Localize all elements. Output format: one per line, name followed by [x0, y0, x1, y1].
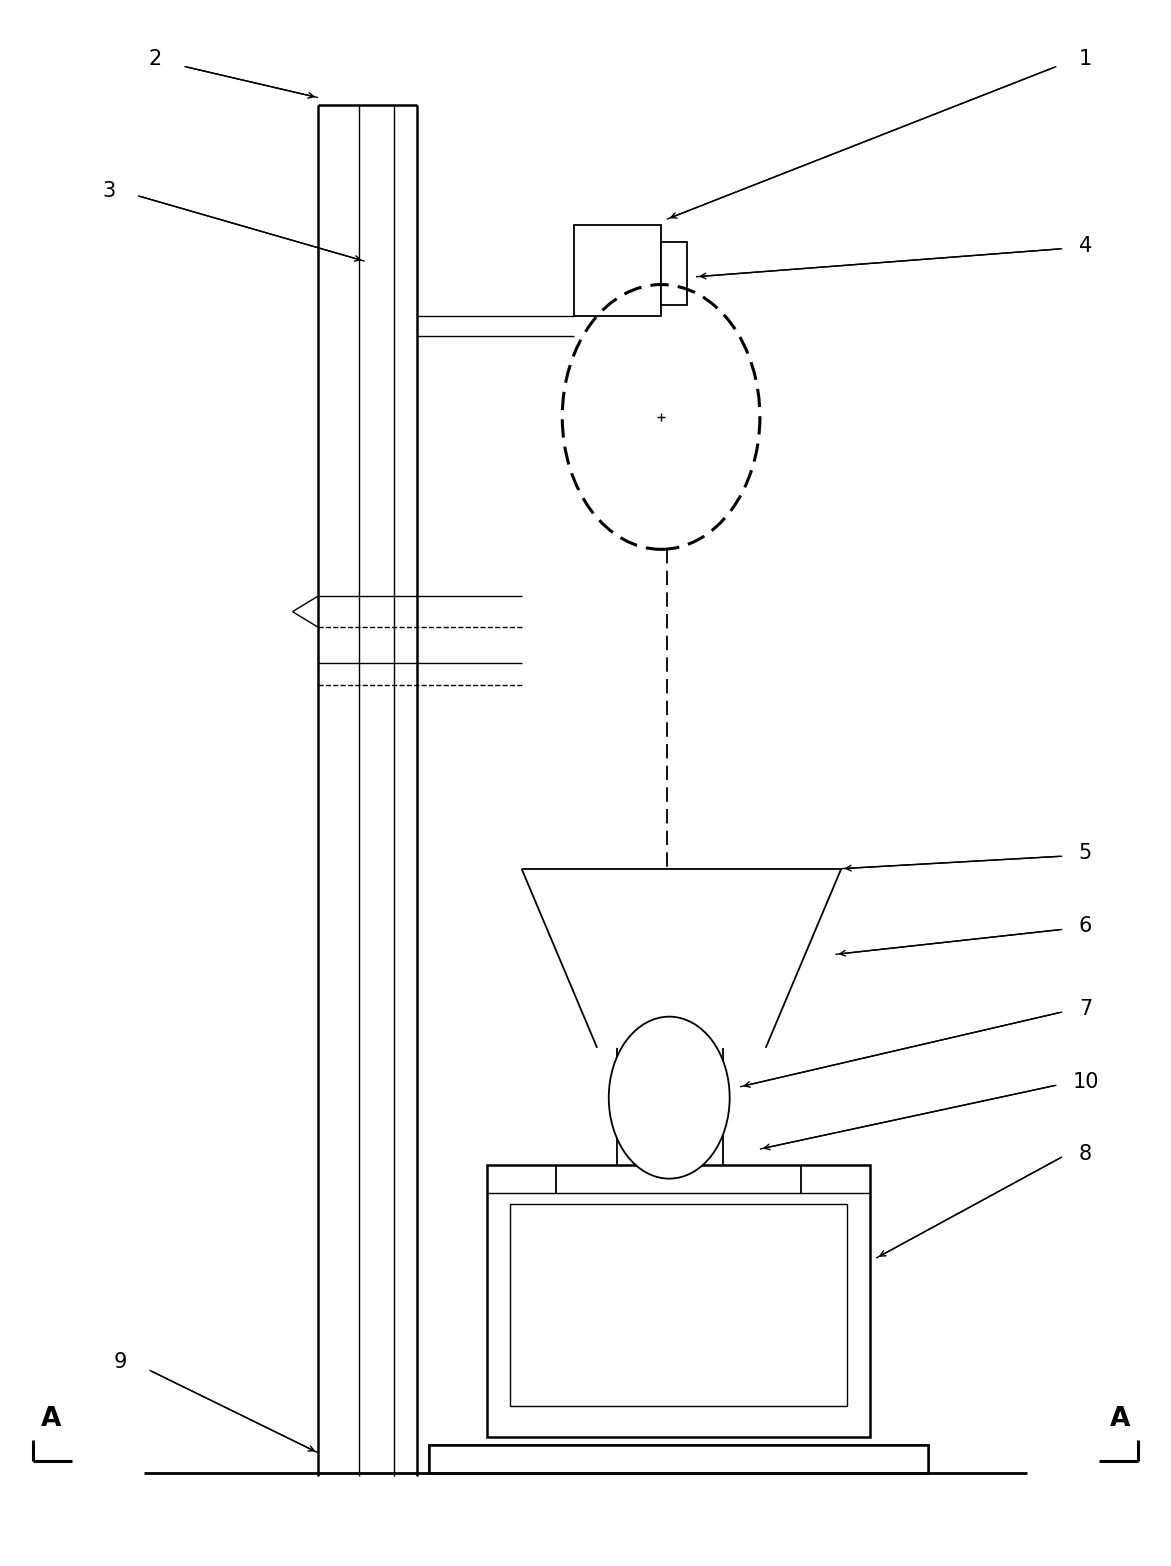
Text: 6: 6: [1078, 916, 1093, 936]
Text: 3: 3: [102, 182, 116, 200]
Bar: [487, 1165, 870, 1438]
Text: A: A: [1110, 1406, 1130, 1431]
Circle shape: [609, 1016, 730, 1179]
Text: 7: 7: [1078, 999, 1093, 1019]
Text: 5: 5: [1078, 843, 1093, 863]
Text: 2: 2: [149, 49, 162, 69]
Bar: [429, 1445, 929, 1474]
Text: 8: 8: [1078, 1143, 1093, 1164]
Text: 9: 9: [114, 1353, 128, 1372]
Text: A: A: [41, 1406, 61, 1431]
Text: 1: 1: [1078, 49, 1093, 69]
Bar: [509, 1204, 847, 1406]
Bar: [662, 243, 686, 305]
Text: 10: 10: [1073, 1073, 1098, 1092]
Bar: [429, 1445, 929, 1474]
Bar: [574, 226, 662, 316]
Text: 4: 4: [1078, 235, 1093, 255]
